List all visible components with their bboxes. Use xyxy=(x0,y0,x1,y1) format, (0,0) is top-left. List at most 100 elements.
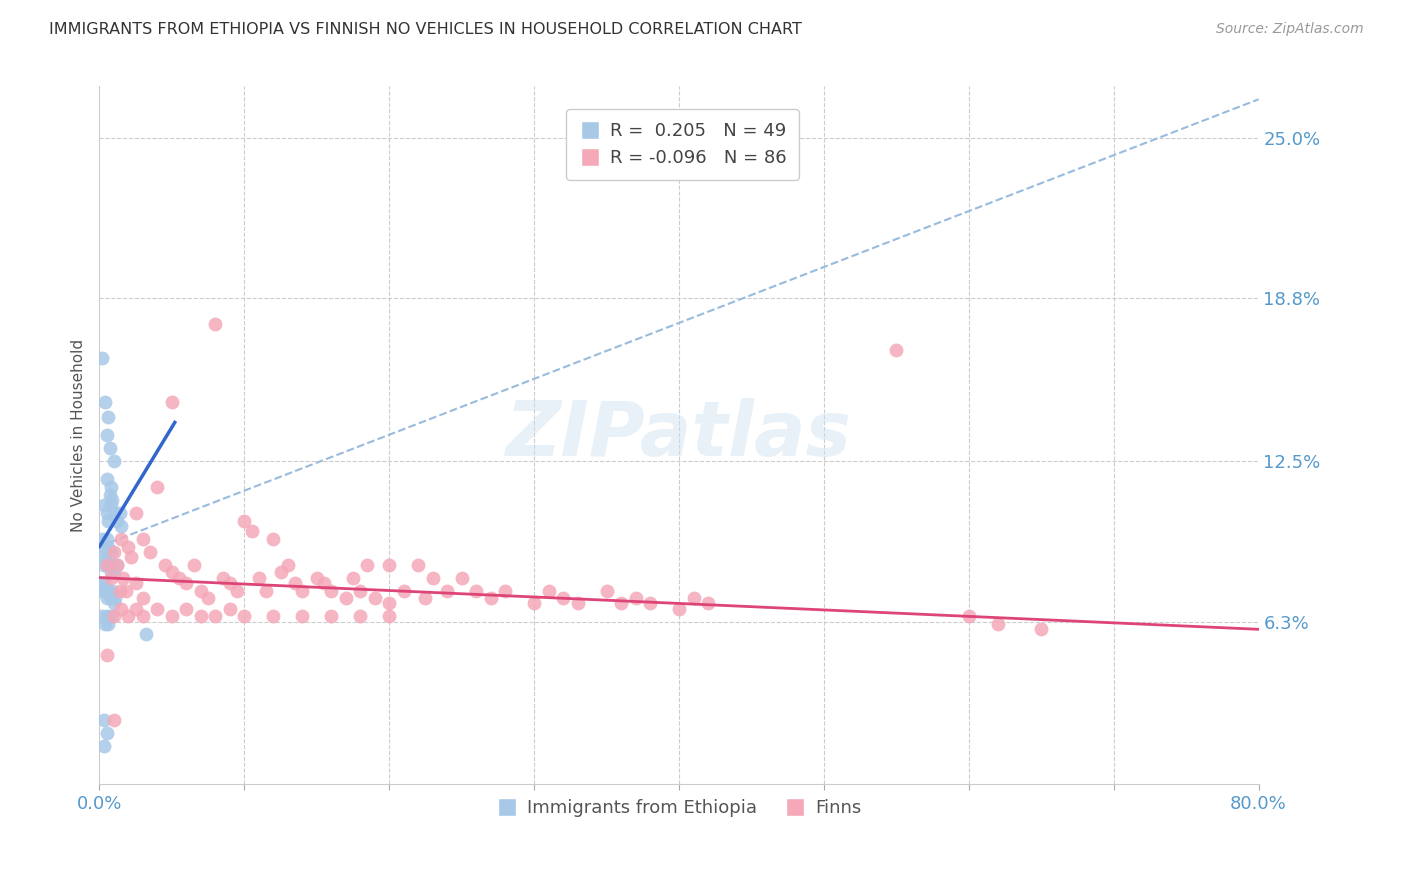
Point xyxy=(190,583,212,598)
Point xyxy=(436,583,458,598)
Point xyxy=(93,739,115,753)
Point xyxy=(105,514,128,528)
Point xyxy=(100,571,122,585)
Point xyxy=(93,540,115,554)
Point xyxy=(91,549,114,564)
Point xyxy=(97,410,120,425)
Point xyxy=(349,609,371,624)
Point xyxy=(378,597,401,611)
Y-axis label: No Vehicles in Household: No Vehicles in Household xyxy=(72,339,86,532)
Point xyxy=(668,601,690,615)
Point xyxy=(262,609,284,624)
Point xyxy=(132,532,155,546)
Point xyxy=(254,583,277,598)
Point xyxy=(103,713,125,727)
Point xyxy=(110,601,132,615)
Point xyxy=(465,583,488,598)
Point xyxy=(132,609,155,624)
Point xyxy=(537,583,560,598)
Point xyxy=(312,575,335,590)
Point xyxy=(117,540,139,554)
Point xyxy=(124,506,146,520)
Point xyxy=(204,609,226,624)
Point xyxy=(103,566,125,580)
Point xyxy=(94,394,117,409)
Point xyxy=(98,442,121,456)
Point xyxy=(153,558,176,572)
Point xyxy=(103,454,125,468)
Point xyxy=(233,609,256,624)
Point xyxy=(697,597,720,611)
Point xyxy=(132,591,155,606)
Point xyxy=(450,571,472,585)
Text: ZIPatlas: ZIPatlas xyxy=(506,399,852,473)
Point xyxy=(93,575,115,590)
Point xyxy=(270,566,292,580)
Point xyxy=(218,575,240,590)
Point xyxy=(96,428,118,442)
Point xyxy=(422,571,444,585)
Point xyxy=(96,609,118,624)
Point xyxy=(1031,622,1053,636)
Point xyxy=(96,506,118,520)
Point xyxy=(321,609,343,624)
Point xyxy=(97,540,120,554)
Point xyxy=(160,566,183,580)
Point xyxy=(124,601,146,615)
Point xyxy=(93,558,115,572)
Point xyxy=(378,609,401,624)
Point xyxy=(291,583,314,598)
Point xyxy=(406,558,429,572)
Point xyxy=(160,394,183,409)
Point xyxy=(96,558,118,572)
Point xyxy=(97,558,120,572)
Point xyxy=(176,601,198,615)
Point xyxy=(392,583,415,598)
Point xyxy=(100,566,122,580)
Point xyxy=(190,609,212,624)
Point xyxy=(103,506,125,520)
Point xyxy=(957,609,980,624)
Text: IMMIGRANTS FROM ETHIOPIA VS FINNISH NO VEHICLES IN HOUSEHOLD CORRELATION CHART: IMMIGRANTS FROM ETHIOPIA VS FINNISH NO V… xyxy=(49,22,801,37)
Point xyxy=(176,575,198,590)
Point xyxy=(100,498,122,512)
Point xyxy=(335,591,357,606)
Point xyxy=(94,583,117,598)
Point xyxy=(342,571,364,585)
Point xyxy=(146,480,169,494)
Point xyxy=(595,583,617,598)
Point xyxy=(218,601,240,615)
Point xyxy=(96,591,118,606)
Point xyxy=(233,514,256,528)
Point xyxy=(108,583,131,598)
Point xyxy=(886,343,908,357)
Point xyxy=(378,558,401,572)
Point xyxy=(610,597,633,611)
Point xyxy=(96,472,118,486)
Point xyxy=(551,591,574,606)
Point xyxy=(284,575,307,590)
Point xyxy=(91,609,114,624)
Point xyxy=(97,617,120,632)
Point xyxy=(364,591,387,606)
Point xyxy=(124,575,146,590)
Point xyxy=(114,583,136,598)
Point xyxy=(146,601,169,615)
Point xyxy=(120,549,142,564)
Point xyxy=(160,609,183,624)
Point xyxy=(100,480,122,494)
Point xyxy=(415,591,437,606)
Point xyxy=(567,597,589,611)
Point xyxy=(624,591,647,606)
Point xyxy=(111,571,134,585)
Point xyxy=(108,506,131,520)
Point xyxy=(197,591,219,606)
Point xyxy=(98,488,121,502)
Point xyxy=(211,571,233,585)
Point xyxy=(96,725,118,739)
Point xyxy=(103,597,125,611)
Point xyxy=(96,648,118,662)
Point xyxy=(226,583,249,598)
Point xyxy=(96,549,118,564)
Point xyxy=(90,575,112,590)
